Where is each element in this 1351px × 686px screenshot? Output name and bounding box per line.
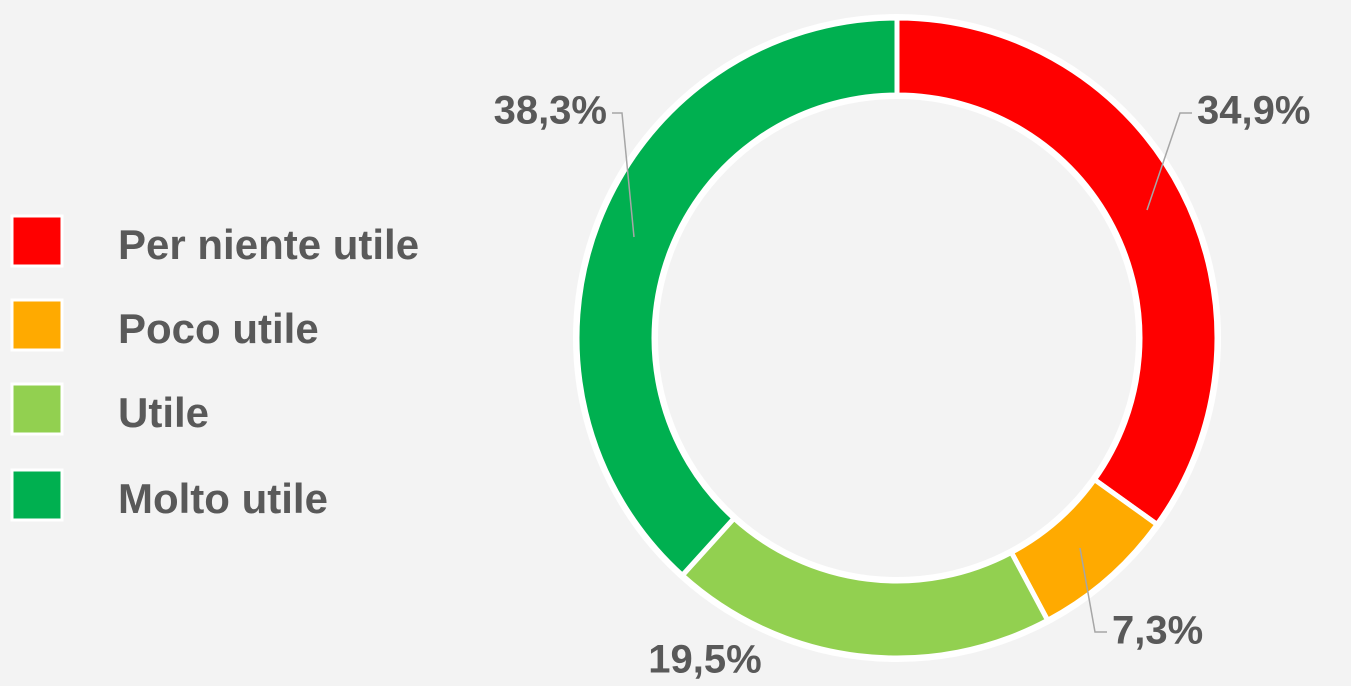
- legend-text: Utile: [118, 389, 209, 436]
- legend-swatch: [10, 382, 64, 436]
- value-label: 19,5%: [648, 638, 761, 682]
- leader-line: [1146, 112, 1192, 211]
- leader-line: [612, 112, 635, 238]
- donut-inner-outline: [654, 95, 1140, 581]
- leader-line: [1079, 547, 1107, 633]
- donut-outline: [573, 14, 1221, 662]
- legend-text: Molto utile: [118, 475, 328, 522]
- donut-slice: [894, 15, 1220, 528]
- value-label: 34,9%: [1197, 89, 1310, 133]
- legend-swatch: [10, 468, 64, 522]
- legend-swatch: [10, 298, 64, 352]
- value-label: 38,3%: [494, 89, 607, 133]
- value-label: 7,3%: [1112, 609, 1203, 653]
- legend-text: Poco utile: [118, 305, 319, 352]
- legend-swatch: [10, 214, 64, 268]
- legend-text: Per niente utile: [118, 221, 419, 268]
